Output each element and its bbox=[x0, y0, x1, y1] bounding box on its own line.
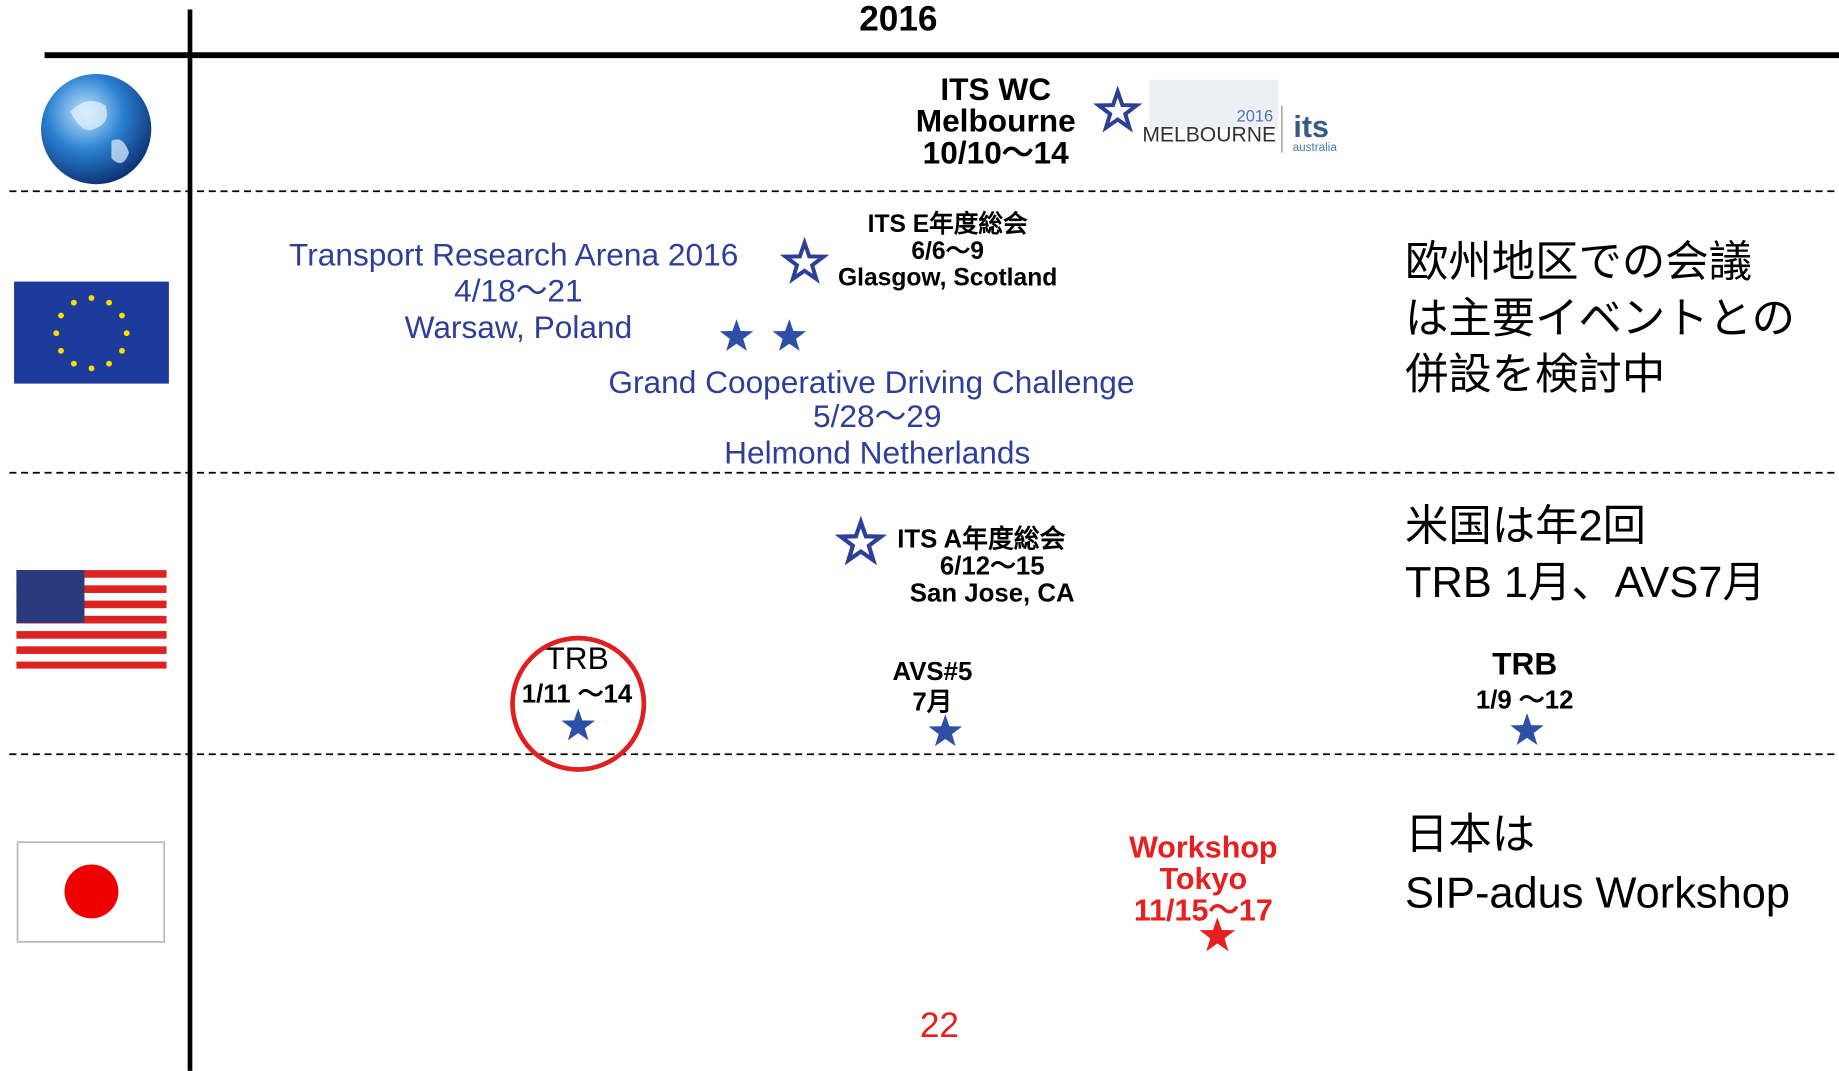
event-text: Helmond Netherlands bbox=[724, 435, 1030, 471]
melbourne-logo: 2016 MELBOURNE its australia bbox=[1142, 80, 1337, 154]
note: 米国は年2回 bbox=[1405, 503, 1646, 551]
event-text: TRB bbox=[1492, 646, 1557, 682]
event-text: 7月 bbox=[912, 689, 952, 717]
year: 2016 bbox=[859, 0, 937, 39]
note: 日本は bbox=[1405, 811, 1535, 859]
eu-flag bbox=[14, 282, 169, 384]
note: は主要イベントとの bbox=[1405, 295, 1795, 343]
event-text: 4/18～21 bbox=[454, 273, 582, 309]
star bbox=[773, 319, 806, 351]
event-text: Grand Cooperative Driving Challenge bbox=[608, 364, 1134, 400]
event-text: 1/11 ～14 bbox=[522, 680, 633, 708]
japan-flag bbox=[18, 842, 165, 942]
logo-city: MELBOURNE bbox=[1142, 124, 1276, 147]
event-text: 1/9 ～12 bbox=[1476, 686, 1574, 714]
event-text: TRB bbox=[545, 640, 608, 676]
note: 併設を検討中 bbox=[1405, 351, 1665, 399]
event-text: ITS A年度総会 bbox=[897, 524, 1065, 554]
note: SIP-adus Workshop bbox=[1405, 870, 1790, 918]
note: TRB 1月、AVS7月 bbox=[1405, 559, 1766, 607]
star bbox=[929, 714, 962, 746]
event-text: AVS#5 bbox=[892, 658, 972, 686]
star bbox=[561, 708, 594, 740]
page-number: 22 bbox=[920, 1006, 959, 1045]
star bbox=[1099, 92, 1137, 128]
event-text: ITS E年度総会 bbox=[868, 209, 1028, 238]
event-text: Warsaw, Poland bbox=[405, 309, 633, 345]
star bbox=[720, 319, 753, 351]
slide: 2016 ITS WC Melbourne 10/10～14 2016 bbox=[0, 0, 1839, 1071]
event-text: Transport Research Arena 2016 bbox=[289, 236, 738, 272]
event-text: Workshop bbox=[1129, 830, 1277, 864]
star bbox=[786, 243, 824, 279]
event-text: ITS WC bbox=[940, 71, 1051, 107]
event-text: 6/6～9 bbox=[911, 238, 984, 265]
note: 欧州地区での会議 bbox=[1405, 239, 1752, 287]
event-text: Glasgow, Scotland bbox=[838, 265, 1057, 292]
us-flag bbox=[16, 570, 166, 669]
logo-sub: australia bbox=[1293, 141, 1338, 154]
event-text: 10/10～14 bbox=[923, 134, 1069, 170]
logo-org: its bbox=[1293, 110, 1329, 144]
star bbox=[1510, 713, 1543, 745]
event-text: 5/28～29 bbox=[813, 398, 941, 434]
event-text: Tokyo bbox=[1160, 862, 1248, 896]
event-text: 11/15～17 bbox=[1134, 894, 1273, 928]
star bbox=[841, 522, 881, 560]
event-text: San Jose, CA bbox=[910, 580, 1075, 608]
event-text: Melbourne bbox=[916, 103, 1076, 139]
globe-icon bbox=[41, 74, 151, 184]
event-text: 6/12～15 bbox=[940, 553, 1045, 581]
